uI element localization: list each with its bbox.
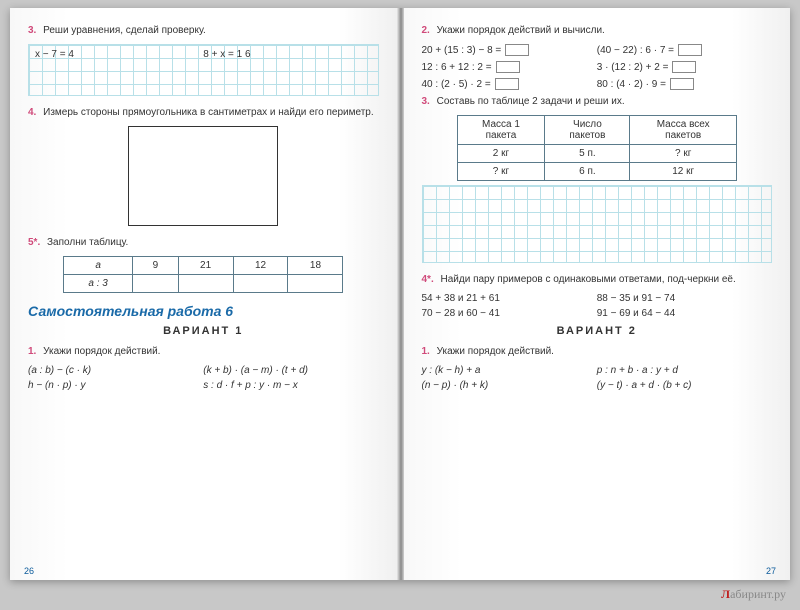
task-num: 5*.: [28, 237, 40, 248]
watermark-rest: абиринт.ру: [730, 587, 786, 601]
task-num: 2.: [422, 25, 430, 36]
task-num: 1.: [422, 346, 430, 357]
calc: 20 + (15 : 3) − 8 =: [422, 45, 502, 56]
rectangle: [128, 126, 278, 226]
expr: (n − p) · (h + k): [422, 380, 597, 391]
expr-row: (n − p) · (h + k) (y − t) · a + d · (b +…: [422, 380, 773, 391]
table-row: 2 кг 5 п. ? кг: [457, 145, 736, 163]
task-text: Измерь стороны прямоугольника в сантимет…: [43, 107, 374, 118]
task-4r: 4*. Найди пару примеров с одинаковыми от…: [422, 273, 773, 287]
table-t5: a 9 21 12 18 a : 3: [63, 256, 343, 293]
expr: (a : b) − (c · k): [28, 365, 203, 376]
expr-row: (a : b) − (c · k) (k + b) · (a − m) · (t…: [28, 365, 379, 376]
calc-list: 20 + (15 : 3) − 8 = (40 − 22) : 6 · 7 = 1…: [422, 44, 773, 90]
task-1: 1. Укажи порядок действий.: [28, 345, 379, 359]
pair-row: 70 − 28 и 60 − 41 91 − 69 и 64 − 44: [422, 308, 773, 319]
expr-row: h − (n · p) · y s : d · f + p : y · m − …: [28, 380, 379, 391]
page-number: 27: [766, 566, 776, 576]
pair: 91 − 69 и 64 − 44: [597, 308, 772, 319]
task-2: 2. Укажи порядок действий и вычисли.: [422, 24, 773, 38]
section-title: Самостоятельная работа 6: [28, 303, 379, 319]
table-row: Масса 1 пакета Число пакетов Масса всех …: [457, 116, 736, 145]
calc: 40 : (2 · 5) · 2 =: [422, 79, 491, 90]
task-num: 3.: [28, 25, 36, 36]
task-text: Укажи порядок действий и вычисли.: [437, 25, 605, 36]
expr: (k + b) · (a − m) · (t + d): [203, 365, 378, 376]
calc: 3 · (12 : 2) + 2 =: [597, 62, 669, 73]
expr: (y − t) · a + d · (b + c): [597, 380, 772, 391]
expr: y : (k − h) + a: [422, 365, 597, 376]
grid-equations: x − 7 = 4 8 + x = 1 6: [28, 44, 379, 96]
grid-work: [422, 185, 773, 263]
task-text: Укажи порядок действий.: [437, 346, 554, 357]
table-row: a : 3: [64, 275, 343, 293]
table-t3: Масса 1 пакета Число пакетов Масса всех …: [457, 115, 737, 181]
calc: 80 : (4 · 2) · 9 =: [597, 79, 666, 90]
expr: h − (n · p) · y: [28, 380, 203, 391]
book-spread: 3. Реши уравнения, сделай проверку. x − …: [10, 8, 790, 580]
task-num: 1.: [28, 346, 36, 357]
task-num: 3.: [422, 96, 430, 107]
eq1: x − 7 = 4: [35, 49, 74, 60]
answer-box[interactable]: [678, 44, 702, 56]
task-text: Реши уравнения, сделай проверку.: [43, 25, 206, 36]
variant-label: ВАРИАНТ 1: [28, 325, 379, 337]
task-num: 4.: [28, 107, 36, 118]
watermark-brand: Л: [721, 587, 730, 601]
task-text: Укажи порядок действий.: [43, 346, 160, 357]
task-4: 4. Измерь стороны прямоугольника в санти…: [28, 106, 379, 120]
watermark: Лабиринт.ру: [721, 587, 786, 602]
pair: 88 − 35 и 91 − 74: [597, 293, 772, 304]
task-5: 5*. Заполни таблицу.: [28, 236, 379, 250]
task-text: Составь по таблице 2 задачи и реши их.: [437, 96, 625, 107]
pair: 70 − 28 и 60 − 41: [422, 308, 597, 319]
eq2: 8 + x = 1 6: [203, 49, 250, 60]
task-1r: 1. Укажи порядок действий.: [422, 345, 773, 359]
page-left: 3. Реши уравнения, сделай проверку. x − …: [10, 8, 398, 580]
answer-box[interactable]: [505, 44, 529, 56]
answer-box[interactable]: [496, 61, 520, 73]
table-row: a 9 21 12 18: [64, 257, 343, 275]
task-num: 4*.: [422, 274, 434, 285]
task-3: 3. Реши уравнения, сделай проверку.: [28, 24, 379, 38]
expr: p : n + b · a : y + d: [597, 365, 772, 376]
answer-box[interactable]: [670, 78, 694, 90]
expr-row: y : (k − h) + a p : n + b · a : y + d: [422, 365, 773, 376]
task-3r: 3. Составь по таблице 2 задачи и реши их…: [422, 95, 773, 109]
pair: 54 + 38 и 21 + 61: [422, 293, 597, 304]
answer-box[interactable]: [495, 78, 519, 90]
page-right: 2. Укажи порядок действий и вычисли. 20 …: [404, 8, 791, 580]
variant-label: ВАРИАНТ 2: [422, 325, 773, 337]
calc: 12 : 6 + 12 : 2 =: [422, 62, 492, 73]
expr: s : d · f + p : y · m − x: [203, 380, 378, 391]
table-row: ? кг 6 п. 12 кг: [457, 163, 736, 181]
task-text: Найди пару примеров с одинаковыми ответа…: [441, 274, 736, 285]
page-number: 26: [24, 566, 34, 576]
calc: (40 − 22) : 6 · 7 =: [597, 45, 674, 56]
pair-row: 54 + 38 и 21 + 61 88 − 35 и 91 − 74: [422, 293, 773, 304]
answer-box[interactable]: [672, 61, 696, 73]
task-text: Заполни таблицу.: [47, 237, 128, 248]
